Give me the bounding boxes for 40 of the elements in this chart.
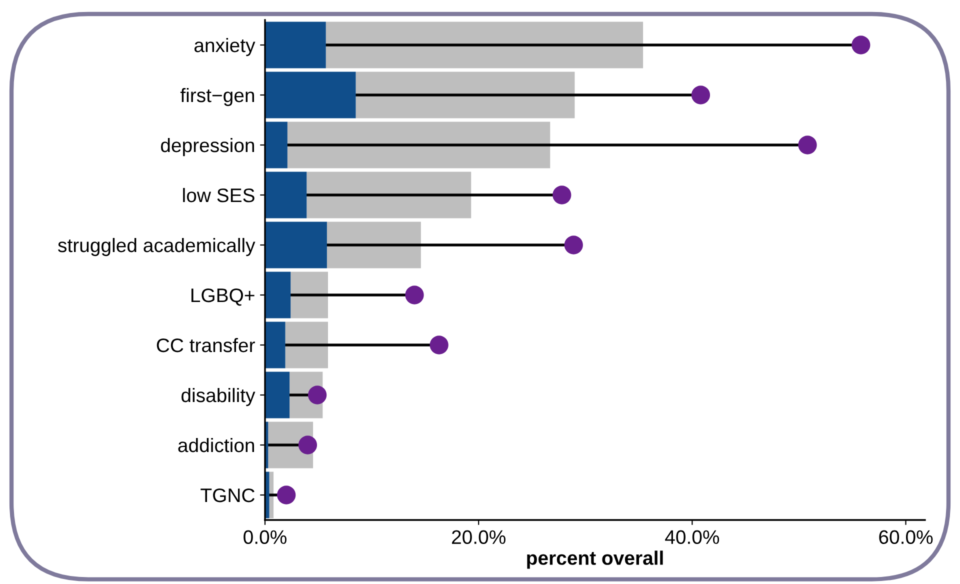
bar <box>265 322 286 368</box>
point <box>552 186 572 204</box>
x-tick-label: 20.0% <box>452 530 506 544</box>
point <box>564 236 583 254</box>
x-tick-label: 0.0% <box>244 530 286 544</box>
point <box>298 436 318 454</box>
bar <box>306 172 472 218</box>
y-tick-label: first−gen <box>180 88 254 106</box>
bar <box>285 322 328 368</box>
point <box>277 486 296 504</box>
bar <box>265 222 327 268</box>
x-tick-label: 40.0% <box>665 530 720 544</box>
x-tick-label: 60.0% <box>879 530 933 544</box>
y-tick-label: low SES <box>183 188 254 202</box>
bar <box>265 272 291 318</box>
bar <box>356 72 575 118</box>
point <box>691 86 710 104</box>
y-tick-label: LGBQ+ <box>191 288 254 306</box>
y-tick-label: TGNC <box>200 488 255 502</box>
y-tick-label: anxiety <box>194 38 256 56</box>
bar <box>265 122 288 168</box>
bar <box>265 372 290 418</box>
bar <box>326 222 421 268</box>
bar <box>290 272 328 318</box>
bar <box>265 72 356 118</box>
y-tick-label: addiction <box>178 438 254 452</box>
point <box>852 36 870 54</box>
y-tick-label: disability <box>182 388 256 406</box>
bar <box>265 22 326 68</box>
point <box>430 336 448 354</box>
point <box>308 386 327 404</box>
y-tick-label: depression <box>160 138 254 156</box>
point <box>405 286 424 304</box>
bar <box>287 122 550 168</box>
point <box>798 136 817 154</box>
y-tick-label: struggled academically <box>58 238 256 256</box>
x-axis-title: percent overall <box>527 550 663 569</box>
y-tick-label: CC transfer <box>156 338 255 352</box>
bar <box>265 172 307 218</box>
bar <box>326 22 644 68</box>
